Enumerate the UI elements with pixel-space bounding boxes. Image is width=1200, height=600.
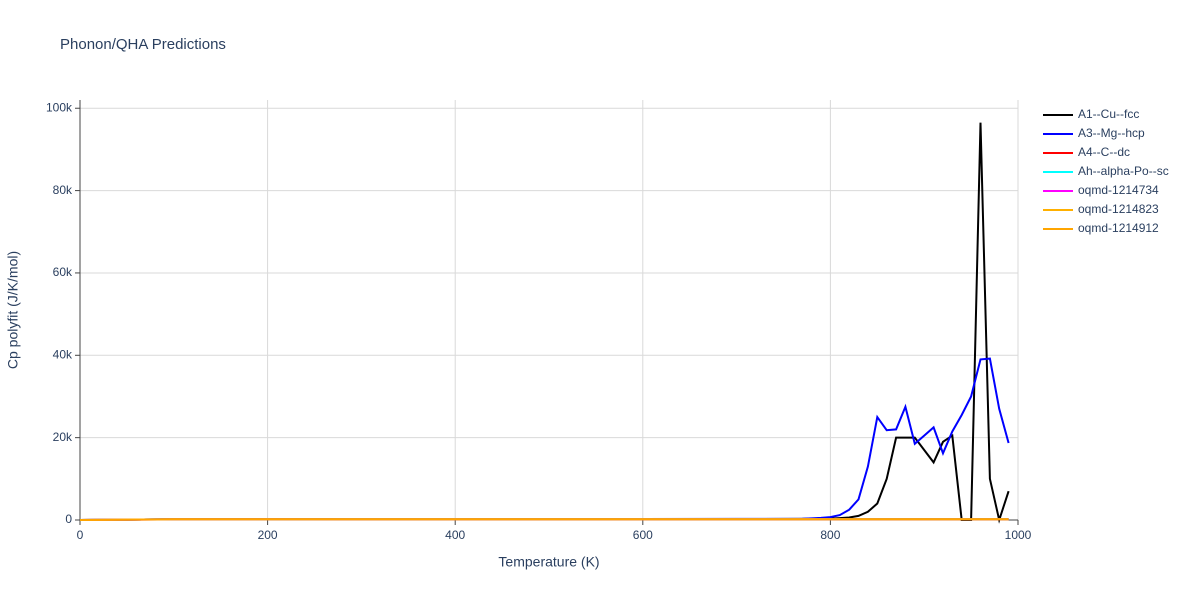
x-tick-label: 600 — [633, 528, 653, 542]
y-tick-label: 20k — [53, 430, 73, 444]
legend-label[interactable]: A4--C--dc — [1078, 145, 1130, 159]
series-line — [79, 518, 1009, 521]
legend-label[interactable]: A3--Mg--hcp — [1078, 126, 1145, 140]
y-tick-label: 100k — [46, 100, 73, 114]
x-tick-label: 800 — [820, 528, 840, 542]
legend-label[interactable]: oqmd-1214912 — [1078, 221, 1159, 235]
legend-label[interactable]: oqmd-1214734 — [1078, 183, 1159, 197]
legend-label[interactable]: A1--Cu--fcc — [1078, 107, 1139, 121]
legend-label[interactable]: Ah--alpha-Po--sc — [1078, 164, 1169, 178]
y-tick-label: 40k — [53, 347, 73, 361]
y-tick-label: 60k — [53, 265, 73, 279]
series-line — [79, 357, 1010, 521]
y-axis-title: Cp polyfit (J/K/mol) — [5, 251, 21, 369]
x-tick-label: 1000 — [1005, 528, 1032, 542]
x-axis-title: Temperature (K) — [498, 554, 599, 570]
chart-title: Phonon/QHA Predictions — [60, 36, 226, 53]
x-tick-label: 0 — [77, 528, 84, 542]
x-tick-label: 400 — [445, 528, 465, 542]
y-tick-label: 80k — [53, 183, 73, 197]
legend-label[interactable]: oqmd-1214823 — [1078, 202, 1159, 216]
y-tick-label: 0 — [65, 512, 72, 526]
x-tick-label: 200 — [258, 528, 278, 542]
